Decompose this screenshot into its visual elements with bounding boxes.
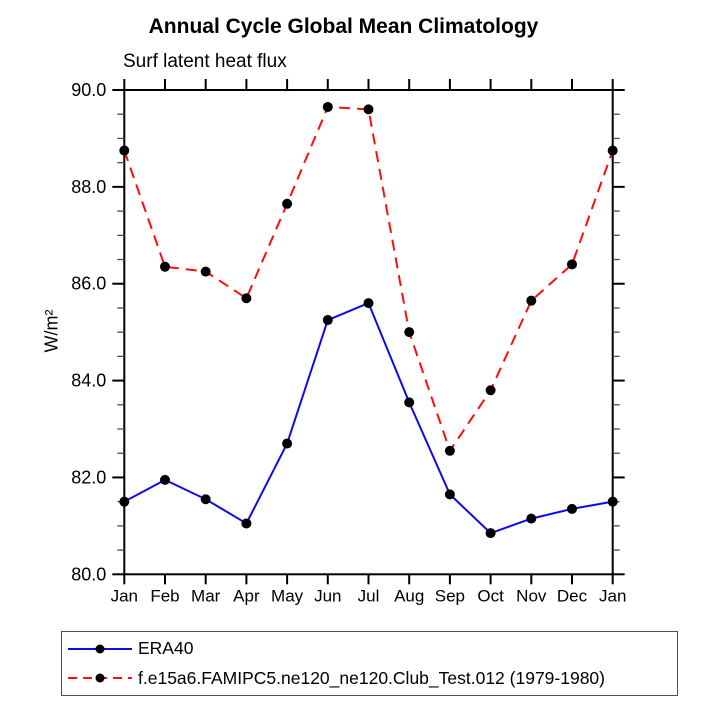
data-point-s0-10 — [526, 513, 537, 524]
data-point-s1-12 — [607, 145, 618, 156]
data-point-s1-3 — [241, 293, 252, 304]
y-tick-label: 86.0 — [71, 274, 106, 294]
x-tick-label: Nov — [516, 586, 547, 605]
chart-title: Annual Cycle Global Mean Climatology — [148, 15, 539, 38]
series-line-1 — [123, 105, 614, 452]
data-point-s0-0 — [119, 496, 130, 507]
series-line-0 — [123, 302, 613, 535]
data-point-s0-1 — [160, 474, 170, 485]
x-tick-label: Jul — [358, 586, 380, 605]
legend-swatch-solid-line — [68, 644, 132, 654]
data-point-s1-11 — [567, 259, 577, 270]
line-chart-plot-area: 80.0 82.0 84.0 86.0 88.0 90.0 Jan Feb Mar Apr May J… — [71, 79, 626, 605]
x-tick-label: Jan — [111, 586, 138, 605]
x-tick-label: Apr — [233, 586, 260, 605]
data-point-s1-10 — [526, 295, 537, 306]
data-point-s0-5 — [322, 315, 333, 326]
x-tick-label: Feb — [150, 586, 179, 605]
legend-item-model-case: f.e15a6.FAMIPC5.ne120_ne120.Club_Test.01… — [67, 665, 677, 691]
data-point-s0-7 — [404, 397, 415, 408]
plot-frame — [123, 89, 614, 576]
x-tick-label: Jun — [314, 586, 341, 605]
data-point-s0-9 — [485, 528, 496, 539]
legend-item-era40: ERA40 — [67, 636, 677, 662]
legend-box: ERA40 f.e15a6.FAMIPC5.ne120_ne120.Club_T… — [61, 631, 678, 696]
x-tick-label: Jan — [599, 586, 626, 605]
data-point-s0-4 — [282, 438, 293, 449]
data-point-s1-8 — [444, 445, 455, 456]
data-point-s1-1 — [160, 261, 170, 272]
data-point-s0-11 — [567, 503, 577, 514]
data-point-s1-5 — [322, 101, 333, 112]
y-tick-label: 84.0 — [71, 371, 106, 391]
x-tick-label: Mar — [191, 586, 221, 605]
data-point-s1-7 — [404, 327, 415, 338]
data-point-s1-6 — [363, 104, 374, 115]
x-tick-label: Aug — [394, 586, 424, 605]
data-point-s0-8 — [444, 489, 455, 500]
data-point-s0-6 — [363, 298, 374, 309]
y-tick-label: 80.0 — [71, 564, 106, 584]
legend-label: ERA40 — [138, 638, 194, 659]
data-point-s1-4 — [282, 198, 293, 209]
y-tick-label: 82.0 — [71, 467, 106, 487]
legend-swatch-dashed-line — [68, 673, 132, 683]
x-tick-label: Sep — [435, 586, 465, 605]
data-point-s1-9 — [485, 385, 496, 396]
data-point-s0-3 — [241, 518, 252, 529]
data-point-s1-0 — [119, 145, 130, 156]
data-point-s1-2 — [200, 266, 211, 277]
y-tick-label: 88.0 — [71, 177, 106, 197]
y-tick-label: 90.0 — [71, 80, 106, 100]
data-point-s0-2 — [200, 494, 211, 505]
x-tick-label: Oct — [477, 586, 504, 605]
chart-subtitle: Surf latent heat flux — [123, 51, 287, 72]
x-tick-label: May — [271, 586, 304, 605]
data-point-s0-12 — [607, 496, 618, 507]
legend-label: f.e15a6.FAMIPC5.ne120_ne120.Club_Test.01… — [138, 667, 605, 688]
x-tick-label: Dec — [557, 586, 588, 605]
